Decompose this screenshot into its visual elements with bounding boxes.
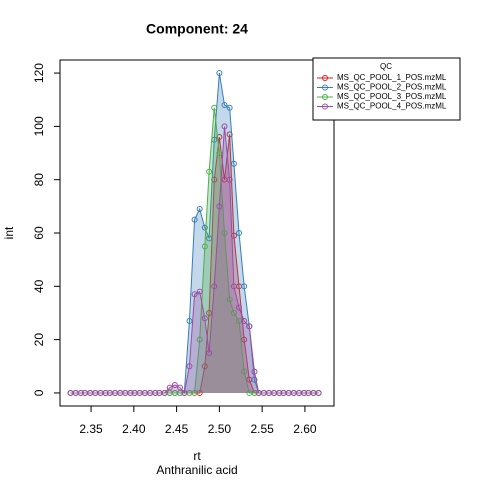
point xyxy=(211,104,218,111)
point xyxy=(241,368,248,375)
point xyxy=(186,317,193,324)
point xyxy=(216,150,223,157)
point xyxy=(315,389,322,396)
point xyxy=(161,389,168,396)
point xyxy=(226,176,233,183)
point xyxy=(206,235,213,242)
point xyxy=(196,336,203,343)
area xyxy=(70,73,319,393)
x-tick-label: 2.40 xyxy=(122,422,146,436)
point xyxy=(241,336,248,343)
x-tick-label: 2.55 xyxy=(250,422,274,436)
point xyxy=(216,203,223,210)
legend-title: QC xyxy=(380,62,392,71)
point xyxy=(206,309,213,316)
point xyxy=(216,70,223,77)
point xyxy=(236,230,243,236)
point xyxy=(201,315,208,322)
y-tick-label: 80 xyxy=(32,173,46,187)
y-tick-label: 0 xyxy=(32,389,46,396)
y-tick-label: 60 xyxy=(32,226,46,240)
point xyxy=(196,288,203,295)
point xyxy=(191,291,198,298)
y-tick-label: 100 xyxy=(32,116,46,136)
legend-label: MS_QC_POOL_3_POS.mzML xyxy=(337,92,447,101)
point xyxy=(221,123,228,130)
point xyxy=(251,376,258,383)
point xyxy=(201,243,208,250)
point xyxy=(230,283,237,290)
legend-label: MS_QC_POOL_1_POS.mzML xyxy=(337,73,447,82)
point xyxy=(241,317,248,324)
point xyxy=(77,389,84,396)
legend-marker xyxy=(322,84,328,91)
point xyxy=(226,296,233,303)
point xyxy=(301,389,308,396)
point xyxy=(211,283,218,290)
point xyxy=(251,368,258,375)
point xyxy=(171,381,178,388)
x-tick-label: 2.45 xyxy=(165,422,189,436)
point xyxy=(152,389,159,396)
point xyxy=(246,323,253,330)
x-tick-label: 2.35 xyxy=(79,422,103,436)
y-axis-label: int xyxy=(2,226,16,239)
point xyxy=(186,363,193,370)
point xyxy=(221,230,228,236)
point xyxy=(230,309,237,316)
point xyxy=(166,384,173,391)
point xyxy=(191,389,198,396)
x-axis-label: rt xyxy=(193,449,201,463)
y-tick-label: 40 xyxy=(32,279,46,293)
point xyxy=(216,134,223,141)
subtitle: Anthranilic acid xyxy=(156,463,237,477)
legend-label: MS_QC_POOL_4_POS.mzML xyxy=(337,102,447,111)
point xyxy=(241,283,248,290)
point xyxy=(181,389,188,396)
x-tick-label: 2.50 xyxy=(208,422,232,436)
legend-label: MS_QC_POOL_2_POS.mzML xyxy=(337,83,447,92)
point xyxy=(276,389,283,396)
line xyxy=(70,126,319,395)
point xyxy=(201,363,208,370)
point xyxy=(127,389,134,396)
point xyxy=(221,102,228,109)
point xyxy=(206,349,213,356)
y-tick-label: 20 xyxy=(32,333,46,347)
legend-marker xyxy=(322,103,328,110)
point xyxy=(226,104,233,111)
point xyxy=(251,389,258,396)
point xyxy=(206,168,213,175)
point xyxy=(177,384,184,391)
point xyxy=(191,216,198,223)
area xyxy=(70,126,319,393)
chart-title: Component: 24 xyxy=(146,21,248,37)
x-tick-label: 2.60 xyxy=(293,422,317,436)
point xyxy=(196,206,203,213)
legend-box xyxy=(312,57,461,121)
point xyxy=(201,224,208,231)
y-tick-label: 120 xyxy=(32,63,46,83)
point xyxy=(102,389,109,396)
point xyxy=(236,304,243,311)
legend-marker xyxy=(322,75,328,81)
point xyxy=(230,160,237,167)
legend-marker xyxy=(322,94,328,100)
